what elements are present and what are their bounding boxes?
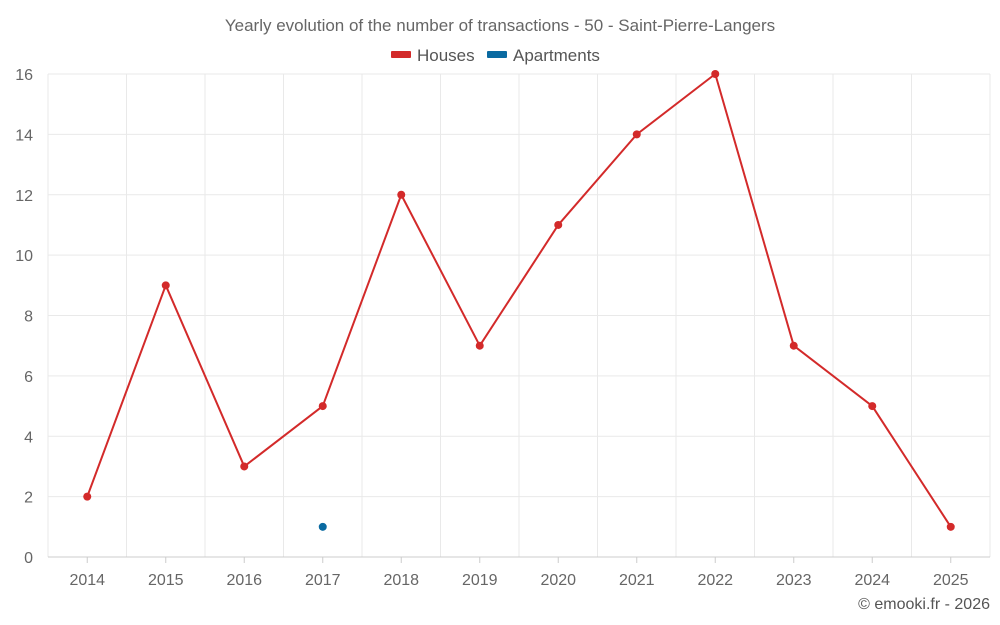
legend-item-apartments[interactable]: Apartments [487,46,600,65]
legend-label-houses: Houses [417,46,475,65]
data-point-houses-2021[interactable] [632,130,641,139]
x-tick-label: 2022 [697,572,733,589]
legend-swatch-houses [391,51,411,58]
chart-title: Yearly evolution of the number of transa… [225,16,775,35]
legend-item-houses[interactable]: Houses [391,46,475,65]
data-point-houses-2015[interactable] [161,281,170,290]
y-tick-label: 10 [15,248,33,265]
data-point-houses-2022[interactable] [711,70,720,78]
data-point-houses-2023[interactable] [789,341,798,350]
y-tick-label: 14 [15,127,33,144]
y-tick-label: 8 [24,309,33,326]
x-tick-label: 2019 [462,572,498,589]
series-layer [83,70,955,531]
data-point-houses-2025[interactable] [946,522,955,531]
x-tick-label: 2015 [148,572,184,589]
x-tick-label: 2020 [540,572,576,589]
legend: Houses Apartments [391,46,600,65]
legend-label-apartments: Apartments [513,46,600,65]
data-point-houses-2014[interactable] [83,492,92,501]
credit: © emooki.fr - 2026 [858,596,990,613]
x-tick-label: 2023 [776,572,812,589]
x-tick-label: 2017 [305,572,341,589]
y-tick-label: 0 [24,550,33,567]
data-point-houses-2018[interactable] [397,190,406,199]
y-tick-label: 4 [24,429,33,446]
y-tick-label: 12 [15,188,33,205]
y-tick-label: 6 [24,369,33,386]
x-axis: 2014 2015 2016 2017 2018 2019 2020 2021 2022 2023… [48,556,990,589]
data-point-houses-2019[interactable] [475,341,484,350]
y-tick-label: 16 [15,67,33,84]
data-point-houses-2016[interactable] [240,462,249,471]
x-tick-label: 2024 [854,572,890,589]
series-line-houses [86,73,952,528]
y-tick-label: 2 [24,490,33,507]
data-point-houses-2020[interactable] [554,220,563,229]
x-tick-label: 2025 [933,572,969,589]
grid [47,73,991,557]
data-point-houses-2024[interactable] [868,402,877,411]
y-axis: 0 2 4 6 8 10 12 14 16 [15,67,33,567]
x-tick-label: 2018 [383,572,419,589]
x-tick-label: 2014 [69,572,105,589]
x-tick-label: 2021 [619,572,655,589]
legend-swatch-apartments [487,51,507,58]
x-tick-label: 2016 [226,572,262,589]
data-point-apartments-2017[interactable] [318,522,327,531]
data-point-houses-2017[interactable] [318,402,327,411]
